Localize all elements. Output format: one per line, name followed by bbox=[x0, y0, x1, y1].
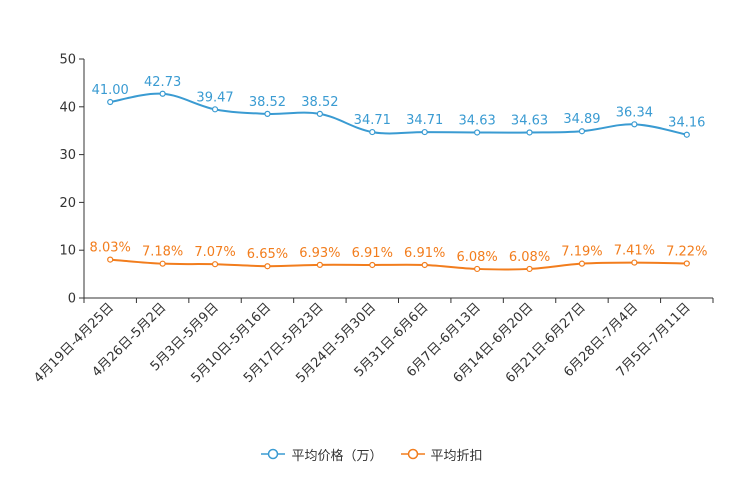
data-point bbox=[578, 260, 586, 267]
axes: 010203040504月19日-4月25日4月26日-5月2日5月3日-5月9… bbox=[31, 53, 714, 386]
y-tick-label: 30 bbox=[59, 148, 76, 163]
data-point bbox=[683, 260, 690, 267]
data-label: 36.34 bbox=[616, 105, 653, 120]
data-point bbox=[264, 263, 271, 270]
data-point bbox=[264, 110, 271, 117]
data-point bbox=[369, 128, 376, 136]
legend: 平均价格（万） 平均折扣 bbox=[0, 444, 744, 464]
data-label: 6.91% bbox=[352, 246, 393, 261]
series-line bbox=[110, 92, 687, 136]
data-label: 39.47 bbox=[196, 90, 233, 105]
data-point bbox=[526, 129, 533, 136]
data-label: 34.71 bbox=[354, 113, 391, 128]
y-tick-label: 20 bbox=[59, 196, 76, 211]
series-line bbox=[110, 258, 687, 271]
legend-discount-label: 平均折扣 bbox=[430, 448, 483, 464]
line-chart: 010203040504月19日-4月25日4月26日-5月2日5月3日-5月9… bbox=[31, 53, 714, 386]
legend-item-discount[interactable]: 平均折扣 bbox=[400, 445, 483, 464]
y-tick-label: 40 bbox=[59, 100, 76, 115]
data-label: 34.63 bbox=[459, 113, 496, 128]
data-point bbox=[474, 265, 481, 273]
data-point bbox=[316, 110, 323, 117]
data-label: 38.52 bbox=[249, 95, 286, 110]
data-point bbox=[369, 261, 376, 269]
legend-price-marker-icon bbox=[261, 448, 286, 460]
data-point bbox=[107, 98, 114, 106]
legend-item-price[interactable]: 平均价格（万） bbox=[261, 445, 383, 464]
data-point bbox=[159, 260, 166, 267]
series-0: 41.00 42.73 39.47 38.52 38.52 34.71 34.71 34.63… bbox=[92, 75, 705, 138]
data-point bbox=[631, 121, 638, 128]
data-label: 38.52 bbox=[301, 95, 338, 110]
data-point bbox=[316, 261, 323, 268]
data-label: 7.18% bbox=[142, 245, 183, 260]
data-label: 34.71 bbox=[406, 113, 443, 128]
data-label: 42.73 bbox=[144, 75, 181, 90]
data-label: 34.89 bbox=[563, 112, 600, 127]
data-label: 41.00 bbox=[92, 83, 129, 98]
data-label: 34.63 bbox=[511, 113, 548, 128]
data-label: 7.41% bbox=[614, 244, 655, 259]
data-point bbox=[631, 259, 638, 266]
data-label: 7.07% bbox=[194, 245, 235, 260]
data-label: 8.03% bbox=[90, 241, 131, 256]
y-tick-label: 50 bbox=[59, 53, 76, 68]
data-label: 34.16 bbox=[668, 116, 705, 131]
data-point bbox=[683, 131, 690, 138]
data-point bbox=[526, 265, 533, 273]
data-point bbox=[159, 90, 166, 97]
series-1: 8.03% 7.18% 7.07% 6.65% 6.93% 6.91% 6.91% 6.08%… bbox=[90, 241, 707, 273]
legend-discount-marker-icon bbox=[400, 448, 425, 460]
data-label: 6.91% bbox=[404, 246, 445, 261]
data-label: 6.65% bbox=[247, 247, 288, 262]
data-label: 7.22% bbox=[666, 244, 707, 259]
data-point bbox=[421, 261, 428, 269]
data-point bbox=[578, 128, 586, 135]
y-tick-label: 10 bbox=[59, 244, 76, 259]
data-point bbox=[211, 261, 219, 268]
legend-price-label: 平均价格（万） bbox=[291, 448, 383, 464]
data-label: 6.93% bbox=[299, 246, 340, 261]
data-label: 7.19% bbox=[561, 245, 602, 260]
data-point bbox=[107, 256, 114, 263]
data-label: 6.08% bbox=[456, 250, 497, 265]
data-point bbox=[211, 106, 219, 113]
data-label: 6.08% bbox=[509, 250, 550, 265]
y-tick-label: 0 bbox=[68, 292, 76, 307]
data-point bbox=[474, 129, 481, 136]
series-layer: 41.00 42.73 39.47 38.52 38.52 34.71 34.71 34.63… bbox=[90, 75, 707, 273]
data-point bbox=[421, 128, 428, 136]
